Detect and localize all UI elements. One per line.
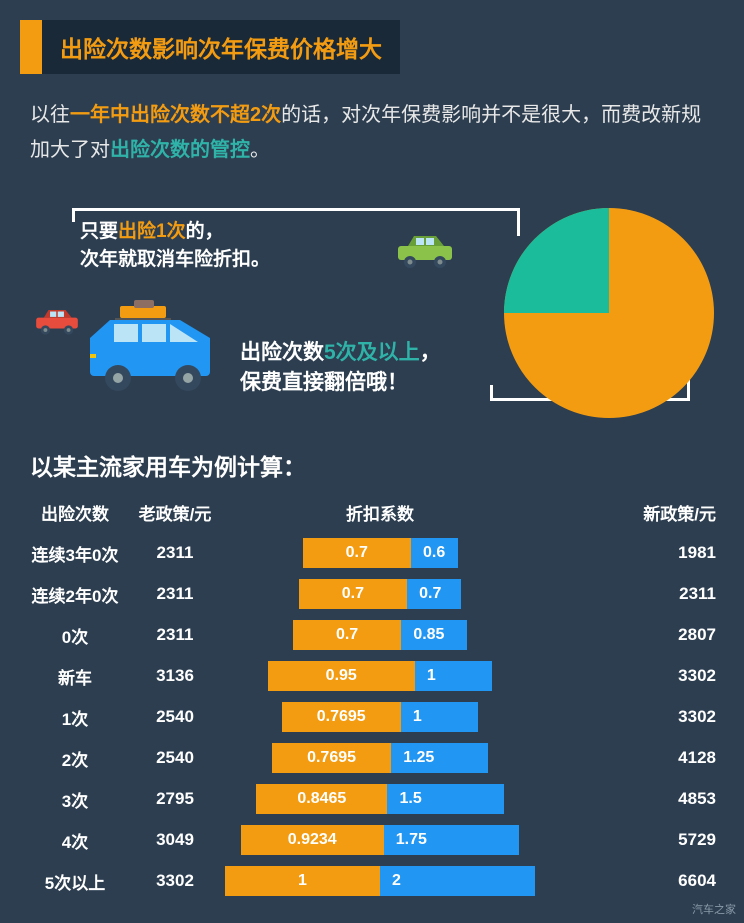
cell-new-policy: 4853 bbox=[540, 789, 724, 809]
discount-bars: 0.9234 1.75 bbox=[220, 825, 540, 855]
cell-old-policy: 3049 bbox=[130, 830, 220, 850]
callout-text: 只要 bbox=[80, 221, 118, 242]
bar-new-coef: 1.5 bbox=[387, 784, 503, 814]
cell-new-policy: 5729 bbox=[540, 830, 724, 850]
cell-claims: 2次 bbox=[20, 746, 130, 771]
discount-bars: 0.7 0.6 bbox=[220, 538, 540, 568]
cell-old-policy: 3136 bbox=[130, 666, 220, 686]
cell-claims: 4次 bbox=[20, 828, 130, 853]
callout-text: ， bbox=[420, 341, 441, 364]
connector-line bbox=[72, 208, 520, 211]
bar-new-coef: 1 bbox=[415, 661, 493, 691]
cell-claims: 1次 bbox=[20, 705, 130, 730]
discount-bars: 0.95 1 bbox=[220, 661, 540, 691]
cell-claims: 5次以上 bbox=[20, 869, 130, 894]
table-row: 4次 3049 0.9234 1.75 5729 bbox=[20, 822, 724, 858]
bar-new-coef: 0.85 bbox=[401, 620, 467, 650]
bar-old-coef: 0.7 bbox=[303, 538, 412, 568]
bar-new-coef: 0.6 bbox=[411, 538, 458, 568]
cell-old-policy: 2540 bbox=[130, 707, 220, 727]
callout-highlight: 5次及以上 bbox=[324, 341, 420, 364]
table-row: 3次 2795 0.8465 1.5 4853 bbox=[20, 781, 724, 817]
cell-new-policy: 1981 bbox=[540, 543, 724, 563]
bar-new-coef: 1.25 bbox=[391, 743, 488, 773]
callout-text: 保费直接翻倍哦！ bbox=[240, 371, 408, 394]
bar-old-coef: 0.7 bbox=[299, 579, 408, 609]
cell-claims: 0次 bbox=[20, 623, 130, 648]
callout-2: 出险次数5次及以上， 保费直接翻倍哦！ bbox=[240, 338, 441, 399]
bar-old-coef: 0.7695 bbox=[282, 702, 401, 732]
intro-paragraph: 以往一年中出险次数不超2次的话，对次年保费影响并不是很大，而费改新规加大了对出险… bbox=[30, 98, 714, 168]
cell-claims: 连续2年0次 bbox=[20, 582, 130, 607]
subtitle: 以某主流家用车为例计算： bbox=[30, 448, 744, 482]
cell-new-policy: 2807 bbox=[540, 625, 724, 645]
header-accent-bar bbox=[20, 20, 42, 74]
bar-new-coef: 0.7 bbox=[407, 579, 461, 609]
table-body: 连续3年0次 2311 0.7 0.6 1981 连续2年0次 2311 0.7… bbox=[20, 535, 724, 899]
cell-old-policy: 2540 bbox=[130, 748, 220, 768]
table-row: 新车 3136 0.95 1 3302 bbox=[20, 658, 724, 694]
cell-claims: 连续3年0次 bbox=[20, 541, 130, 566]
discount-bars: 0.7695 1 bbox=[220, 702, 540, 732]
bar-new-coef: 1 bbox=[401, 702, 479, 732]
discount-bars: 0.8465 1.5 bbox=[220, 784, 540, 814]
th-new-policy: 新政策/元 bbox=[540, 500, 724, 525]
callout-text: 出险次数 bbox=[240, 341, 324, 364]
cell-old-policy: 2795 bbox=[130, 789, 220, 809]
callout-highlight: 出险1次 bbox=[118, 221, 186, 242]
connector-line bbox=[490, 385, 493, 399]
table-row: 连续2年0次 2311 0.7 0.7 2311 bbox=[20, 576, 724, 612]
cell-claims: 新车 bbox=[20, 664, 130, 689]
cell-old-policy: 2311 bbox=[130, 625, 220, 645]
callout-1: 只要出险1次的， 次年就取消车险折扣。 bbox=[80, 218, 270, 273]
bar-old-coef: 0.95 bbox=[268, 661, 415, 691]
car-green-icon bbox=[390, 228, 460, 270]
cell-old-policy: 3302 bbox=[130, 871, 220, 891]
comparison-table: 出险次数 老政策/元 折扣系数 新政策/元 连续3年0次 2311 0.7 0.… bbox=[20, 500, 724, 899]
intro-text-1: 以往 bbox=[30, 104, 70, 126]
connector-line bbox=[72, 208, 75, 222]
callout-text: 次年就取消车险折扣。 bbox=[80, 249, 270, 270]
table-row: 5次以上 3302 1 2 6604 bbox=[20, 863, 724, 899]
bar-old-coef: 0.7695 bbox=[272, 743, 391, 773]
cell-new-policy: 3302 bbox=[540, 666, 724, 686]
header: 出险次数影响次年保费价格增大 bbox=[20, 20, 744, 74]
cell-claims: 3次 bbox=[20, 787, 130, 812]
intro-text-3: 。 bbox=[250, 139, 270, 161]
cell-new-policy: 4128 bbox=[540, 748, 724, 768]
car-blue-icon bbox=[80, 298, 230, 398]
table-row: 1次 2540 0.7695 1 3302 bbox=[20, 699, 724, 735]
bar-old-coef: 0.9234 bbox=[241, 825, 384, 855]
bar-new-coef: 2 bbox=[380, 866, 535, 896]
bar-new-coef: 1.75 bbox=[384, 825, 520, 855]
table-header-row: 出险次数 老政策/元 折扣系数 新政策/元 bbox=[20, 500, 724, 525]
car-red-icon bbox=[30, 303, 84, 337]
pie-chart bbox=[504, 208, 714, 418]
bar-old-coef: 0.8465 bbox=[256, 784, 387, 814]
header-title: 出险次数影响次年保费价格增大 bbox=[42, 20, 400, 74]
cell-new-policy: 3302 bbox=[540, 707, 724, 727]
mid-section: 只要出险1次的， 次年就取消车险折扣。 出险次数5次及以上， 保费直接翻倍哦！ bbox=[0, 178, 744, 438]
cell-old-policy: 2311 bbox=[130, 584, 220, 604]
intro-highlight-2: 出险次数的管控 bbox=[110, 139, 250, 161]
table-row: 2次 2540 0.7695 1.25 4128 bbox=[20, 740, 724, 776]
discount-bars: 1 2 bbox=[220, 866, 540, 896]
th-discount: 折扣系数 bbox=[220, 500, 540, 525]
bar-old-coef: 0.7 bbox=[293, 620, 402, 650]
discount-bars: 0.7 0.85 bbox=[220, 620, 540, 650]
callout-text: 的， bbox=[186, 221, 224, 242]
intro-highlight-1: 一年中出险次数不超2次 bbox=[70, 104, 281, 126]
discount-bars: 0.7695 1.25 bbox=[220, 743, 540, 773]
th-old-policy: 老政策/元 bbox=[130, 500, 220, 525]
discount-bars: 0.7 0.7 bbox=[220, 579, 540, 609]
table-row: 0次 2311 0.7 0.85 2807 bbox=[20, 617, 724, 653]
table-row: 连续3年0次 2311 0.7 0.6 1981 bbox=[20, 535, 724, 571]
cell-new-policy: 2311 bbox=[540, 584, 724, 604]
bar-old-coef: 1 bbox=[225, 866, 380, 896]
cell-old-policy: 2311 bbox=[130, 543, 220, 563]
cell-new-policy: 6604 bbox=[540, 871, 724, 891]
watermark: 汽车之家 bbox=[692, 901, 736, 917]
th-claims: 出险次数 bbox=[20, 500, 130, 525]
